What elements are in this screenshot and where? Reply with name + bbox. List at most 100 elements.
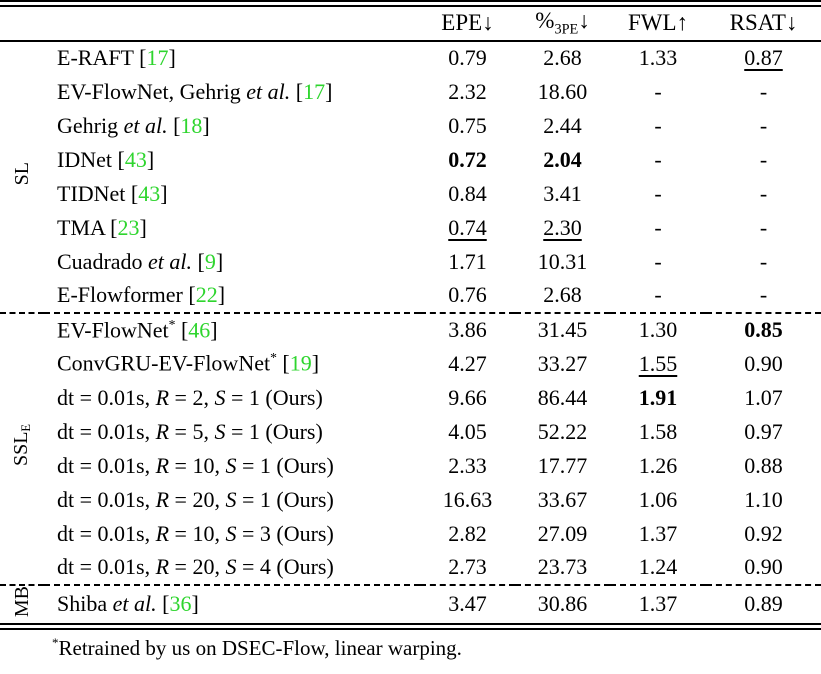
text-segment: ] [146,146,155,172]
text-segment: EPE↓ [441,10,494,36]
text-segment: et al. [123,112,168,138]
text-segment: E-Flowformer [ [57,282,196,307]
method-name-cell: ConvGRU-EV-FlowNet* [19] [44,347,420,381]
text-segment: E [19,424,34,433]
text-segment: R [155,520,170,546]
text-segment: ↓ [578,7,590,33]
text-segment: ] [325,78,333,104]
table-row: Cuadrado et al. [9] 1.71 10.31 - - [0,245,821,279]
text-segment: S [214,418,226,444]
text-segment: ] [215,248,224,274]
table-row: SSLE EV-FlowNet* [46] 3.86 31.45 1.30 0.85 [0,311,821,585]
method-name-cell: TMA [23] [44,211,420,245]
text-segment: Shiba [57,591,113,617]
group-label-mb: MB [0,583,44,627]
text-segment: et al. [246,78,291,104]
text-segment: TIDNet [ [57,180,139,206]
metric-value-cell: 0.72 [448,146,487,172]
method-name-cell: EV-FlowNet* [46] [44,311,420,347]
metric-value-cell: 3.41 [543,180,582,206]
metric-value-cell: 18.60 [537,78,588,104]
group-label-text: MB [11,586,33,617]
text-segment: [ [167,112,181,138]
metric-value-cell: 2.73 [448,554,487,579]
text-segment: dt = 0.01s, [57,486,156,512]
text-segment: = 3 (Ours) [236,520,334,546]
text-segment: ] [311,350,320,376]
table-row: SL E-RAFT [17] 0.79 2.68 1.33 0.87 [0,41,821,185]
metric-value-cell: 3.47 [420,583,515,627]
metric-value-cell: 27.09 [537,520,588,546]
metric-value-cell: 4.05 [448,418,487,444]
metric-value-cell: - [759,112,768,138]
metric-value-cell: - [654,146,662,172]
group-label-ssl-e: SSLE [0,311,44,585]
metric-value-cell: - [759,146,768,172]
text-segment: dt = 0.01s, [57,554,156,579]
column-header: %3PE↓ [515,3,610,42]
citation-link[interactable]: 36 [169,591,192,617]
citation-link[interactable]: 9 [204,248,216,274]
metric-value-cell: - [759,78,768,104]
method-name-cell: E-RAFT [17] [44,41,420,75]
metric-value-cell: 30.86 [515,583,610,627]
metric-value-cell: 0.92 [744,520,783,546]
metric-value-cell: 52.22 [537,418,588,444]
method-name-cell: dt = 0.01s, R = 10, S = 3 (Ours) [44,517,420,551]
text-segment: [ [276,350,290,376]
citation-link[interactable]: 43 [138,180,161,206]
table-row: EV-FlowNet, Gehrig et al. [17] 2.32 18.60 -… [0,75,821,109]
text-segment: dt = 0.01s, [57,384,156,410]
metric-value-cell: 17.77 [537,452,588,478]
method-name-cell: dt = 0.01s, R = 2, S = 1 (Ours) [44,381,420,415]
metric-value-cell: 4.27 [448,350,487,376]
text-segment: ] [139,214,147,240]
text-segment: ] [191,591,199,617]
citation-link[interactable]: 19 [289,350,312,376]
metric-value-cell: 0.85 [706,311,821,347]
text-segment: = 4 (Ours) [236,554,334,579]
text-segment: S [225,554,237,579]
metric-value-cell: 1.06 [638,486,678,512]
citation-link[interactable]: 46 [188,317,211,343]
metric-value-cell: 10.31 [537,248,588,274]
group-label-text: SL [11,162,33,185]
text-segment: EV-FlowNet [57,317,169,343]
citation-link[interactable]: 43 [124,146,147,172]
metric-value-cell: 3.86 [420,311,515,347]
method-name-cell: Cuadrado et al. [9] [44,245,420,279]
metric-value-cell: - [759,282,768,307]
text-segment: ] [217,282,226,307]
metric-value-cell: 2.68 [543,45,582,70]
citation-link[interactable]: 17 [303,78,326,104]
metric-value-cell: 1.71 [448,248,487,274]
text-segment: [ [290,78,304,104]
metric-value-cell: - [654,248,662,274]
metric-value-cell: - [759,248,768,274]
text-segment: = 2, [169,384,215,410]
text-segment: [ [192,248,205,274]
method-name-cell: dt = 0.01s, R = 20, S = 1 (Ours) [44,483,420,517]
text-segment: * [52,634,59,650]
citation-link[interactable]: 23 [117,214,140,240]
citation-link[interactable]: 18 [180,112,203,138]
text-segment: EV-FlowNet, Gehrig [57,78,247,104]
citation-link[interactable]: 22 [195,282,218,307]
metric-value-cell: 0.74 [448,214,487,240]
table-row: dt = 0.01s, R = 10, S = 3 (Ours) 2.82 27.0… [0,517,821,551]
table-row: TMA [23] 0.74 2.30 - - [0,211,821,245]
text-segment: Retrained by us on DSEC-Flow, linear war… [58,635,462,660]
metric-value-cell: 2.32 [448,78,487,104]
metric-value-cell: 2.44 [543,112,582,138]
metric-value-cell: 1.10 [744,486,783,512]
metric-value-cell: 0.76 [448,282,487,307]
text-segment: = 10, [169,520,226,546]
table-footnote: *Retrained by us on DSEC-Flow, linear wa… [0,635,821,661]
table-row: Gehrig et al. [18] 0.75 2.44 - - [0,109,821,143]
text-segment: et al. [112,591,157,617]
citation-link[interactable]: 17 [146,45,169,70]
text-segment: dt = 0.01s, [57,520,156,546]
metric-value-cell: 1.55 [638,350,678,376]
text-segment: ] [168,45,176,70]
metric-value-cell: 9.66 [448,384,487,410]
